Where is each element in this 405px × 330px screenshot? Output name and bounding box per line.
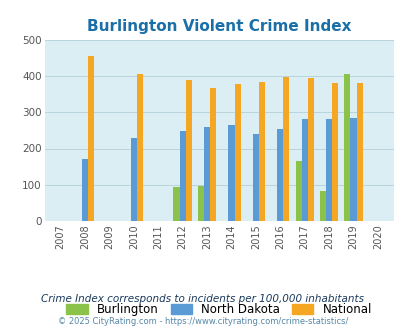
Bar (179, 131, 185, 221)
Bar (277, 129, 283, 221)
Bar (258, 82, 264, 221)
Bar (228, 125, 234, 221)
Bar (130, 138, 136, 221)
Bar (173, 187, 179, 221)
Bar (82, 159, 88, 221)
Legend: Burlington, North Dakota, National: Burlington, North Dakota, National (66, 303, 371, 316)
Text: Crime Index corresponds to incidents per 100,000 inhabitants: Crime Index corresponds to incidents per… (41, 294, 364, 304)
Bar (136, 74, 143, 221)
Bar (356, 83, 362, 221)
Bar (331, 83, 337, 221)
Bar (185, 80, 191, 221)
Bar (325, 119, 331, 221)
Text: © 2025 CityRating.com - https://www.cityrating.com/crime-statistics/: © 2025 CityRating.com - https://www.city… (58, 317, 347, 326)
Bar (203, 127, 209, 221)
Bar (350, 118, 356, 221)
Bar (343, 74, 350, 221)
Bar (295, 161, 301, 221)
Title: Burlington Violent Crime Index: Burlington Violent Crime Index (87, 19, 351, 34)
Bar (252, 134, 258, 221)
Bar (307, 78, 313, 221)
Bar (283, 77, 289, 221)
Bar (319, 191, 325, 221)
Bar (209, 87, 215, 221)
Bar (234, 83, 240, 221)
Bar (301, 119, 307, 221)
Bar (88, 56, 94, 221)
Bar (197, 186, 203, 221)
